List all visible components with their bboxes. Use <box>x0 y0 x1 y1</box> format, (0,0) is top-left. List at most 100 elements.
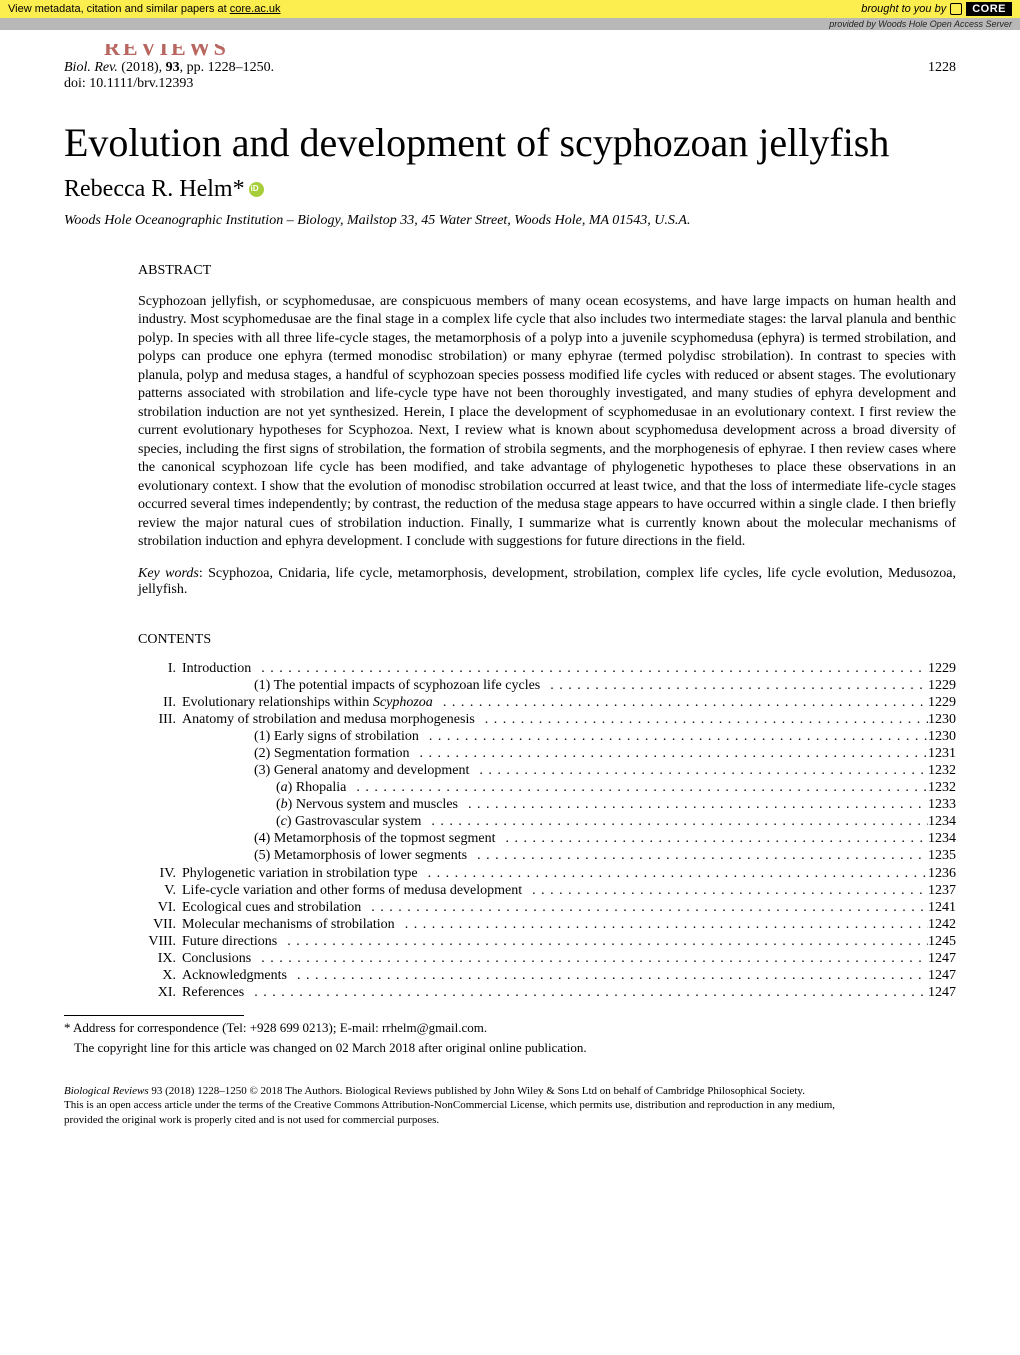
toc-label: Conclusions <box>182 950 251 967</box>
toc-roman: V. <box>138 882 182 899</box>
author-name: Rebecca R. Helm* <box>64 176 245 203</box>
keywords: Key words: Scyphozoa, Cnidaria, life cyc… <box>138 566 956 598</box>
toc-roman: II. <box>138 694 182 711</box>
toc-entry: (1) The potential impacts of scyphozoan … <box>138 677 956 694</box>
journal-name: Biol. Rev. <box>64 60 118 75</box>
doi: doi: 10.1111/brv.12393 <box>64 76 956 92</box>
provided-banner: provided by Woods Hole Open Access Serve… <box>0 18 1020 30</box>
pages: , pp. 1228–1250. <box>180 60 275 75</box>
toc-leader-dots: . . . . . . . . . . . . . . . . . . . . … <box>474 847 928 864</box>
toc-roman: IV. <box>138 865 182 882</box>
contents-heading: CONTENTS <box>138 632 956 648</box>
toc-page: 1234 <box>928 830 956 847</box>
toc-entry: IV.Phylogenetic variation in strobilatio… <box>138 865 956 882</box>
citation-left: Biol. Rev. (2018), 93, pp. 1228–1250. <box>64 60 274 76</box>
toc-label: Future directions <box>182 933 277 950</box>
toc-entry: XI.References . . . . . . . . . . . . . … <box>138 984 956 1001</box>
footer: Biological Reviews 93 (2018) 1228–1250 ©… <box>64 1084 956 1127</box>
toc-leader-dots: . . . . . . . . . . . . . . . . . . . . … <box>425 865 928 882</box>
keywords-label: Key words <box>138 566 199 581</box>
toc-page: 1247 <box>928 950 956 967</box>
toc-entry: V.Life-cycle variation and other forms o… <box>138 882 956 899</box>
toc-page: 1230 <box>928 728 956 745</box>
footer-line3: provided the original work is properly c… <box>64 1113 956 1127</box>
core-link[interactable]: core.ac.uk <box>230 3 281 15</box>
keywords-text: : Scyphozoa, Cnidaria, life cycle, metam… <box>138 566 956 597</box>
toc-leader-dots: . . . . . . . . . . . . . . . . . . . . … <box>353 779 928 796</box>
footer-line1-rest: 93 (2018) 1228–1250 © 2018 The Authors. … <box>149 1085 805 1097</box>
toc-label: (a) Rhopalia <box>182 779 346 796</box>
toc-page: 1242 <box>928 916 956 933</box>
toc-entry: (1) Early signs of strobilation . . . . … <box>138 728 956 745</box>
toc-label: Introduction <box>182 660 251 677</box>
toc-page: 1247 <box>928 967 956 984</box>
abstract-heading: ABSTRACT <box>138 263 956 279</box>
toc-leader-dots: . . . . . . . . . . . . . . . . . . . . … <box>547 677 928 694</box>
toc-entry: (4) Metamorphosis of the topmost segment… <box>138 830 956 847</box>
toc-page: 1229 <box>928 694 956 711</box>
toc-roman: VI. <box>138 899 182 916</box>
toc-roman: VIII. <box>138 933 182 950</box>
toc-leader-dots: . . . . . . . . . . . . . . . . . . . . … <box>482 711 928 728</box>
toc-label: Life-cycle variation and other forms of … <box>182 882 522 899</box>
toc-entry: IX.Conclusions . . . . . . . . . . . . .… <box>138 950 956 967</box>
toc-label: References <box>182 984 244 1001</box>
toc-leader-dots: . . . . . . . . . . . . . . . . . . . . … <box>465 796 928 813</box>
toc-label: (1) Early signs of strobilation <box>182 728 419 745</box>
core-logo: CORE <box>966 2 1012 16</box>
correspondence-footnote: * Address for correspondence (Tel: +928 … <box>64 1020 956 1036</box>
toc-page: 1241 <box>928 899 956 916</box>
toc-label: (3) General anatomy and development <box>182 762 469 779</box>
toc-page: 1233 <box>928 796 956 813</box>
toc-entry: (a) Rhopalia . . . . . . . . . . . . . .… <box>138 779 956 796</box>
toc-roman: III. <box>138 711 182 728</box>
toc-entry: II.Evolutionary relationships within Scy… <box>138 694 956 711</box>
table-of-contents: I.Introduction . . . . . . . . . . . . .… <box>138 660 956 1002</box>
toc-label: (4) Metamorphosis of the topmost segment <box>182 830 495 847</box>
provided-text: provided by Woods Hole Open Access Serve… <box>829 19 1012 29</box>
toc-entry: (5) Metamorphosis of lower segments . . … <box>138 847 956 864</box>
year: (2018), <box>121 60 162 75</box>
toc-label: (b) Nervous system and muscles <box>182 796 458 813</box>
toc-label: Acknowledgments <box>182 967 287 984</box>
toc-label: Ecological cues and strobilation <box>182 899 361 916</box>
toc-leader-dots: . . . . . . . . . . . . . . . . . . . . … <box>417 745 928 762</box>
toc-leader-dots: . . . . . . . . . . . . . . . . . . . . … <box>402 916 928 933</box>
toc-label: Anatomy of strobilation and medusa morph… <box>182 711 475 728</box>
toc-leader-dots: . . . . . . . . . . . . . . . . . . . . … <box>258 950 928 967</box>
footnote-rule <box>64 1015 244 1016</box>
toc-entry: (c) Gastrovascular system . . . . . . . … <box>138 813 956 830</box>
toc-page: 1247 <box>928 984 956 1001</box>
toc-entry: VIII.Future directions . . . . . . . . .… <box>138 933 956 950</box>
copyright-change-footnote: The copyright line for this article was … <box>64 1040 956 1056</box>
toc-leader-dots: . . . . . . . . . . . . . . . . . . . . … <box>251 984 928 1001</box>
abstract-text: Scyphozoan jellyfish, or scyphomedusae, … <box>138 293 956 552</box>
toc-roman: X. <box>138 967 182 984</box>
banner-left: View metadata, citation and similar pape… <box>8 3 281 15</box>
toc-page: 1245 <box>928 933 956 950</box>
toc-page: 1231 <box>928 745 956 762</box>
toc-page: 1237 <box>928 882 956 899</box>
toc-leader-dots: . . . . . . . . . . . . . . . . . . . . … <box>294 967 928 984</box>
brought-text: brought to you by <box>861 3 946 15</box>
toc-page: 1236 <box>928 865 956 882</box>
citation-line: Biol. Rev. (2018), 93, pp. 1228–1250. 12… <box>64 60 956 76</box>
article-title: Evolution and development of scyphozoan … <box>64 120 956 166</box>
toc-page: 1235 <box>928 847 956 864</box>
orcid-icon[interactable] <box>249 182 264 197</box>
toc-label: Molecular mechanisms of strobilation <box>182 916 395 933</box>
footer-line1: Biological Reviews 93 (2018) 1228–1250 ©… <box>64 1084 956 1098</box>
toc-page: 1229 <box>928 660 956 677</box>
footer-journal: Biological Reviews <box>64 1085 149 1097</box>
page-number: 1228 <box>928 60 956 76</box>
affiliation: Woods Hole Oceanographic Institution – B… <box>64 213 956 229</box>
core-badge: brought to you by CORE <box>861 2 1012 16</box>
toc-label: (5) Metamorphosis of lower segments <box>182 847 467 864</box>
toc-label: (c) Gastrovascular system <box>182 813 421 830</box>
toc-leader-dots: . . . . . . . . . . . . . . . . . . . . … <box>368 899 928 916</box>
toc-leader-dots: . . . . . . . . . . . . . . . . . . . . … <box>529 882 928 899</box>
author-line: Rebecca R. Helm* <box>64 176 956 203</box>
toc-entry: (2) Segmentation formation . . . . . . .… <box>138 745 956 762</box>
toc-page: 1229 <box>928 677 956 694</box>
toc-entry: VI.Ecological cues and strobilation . . … <box>138 899 956 916</box>
